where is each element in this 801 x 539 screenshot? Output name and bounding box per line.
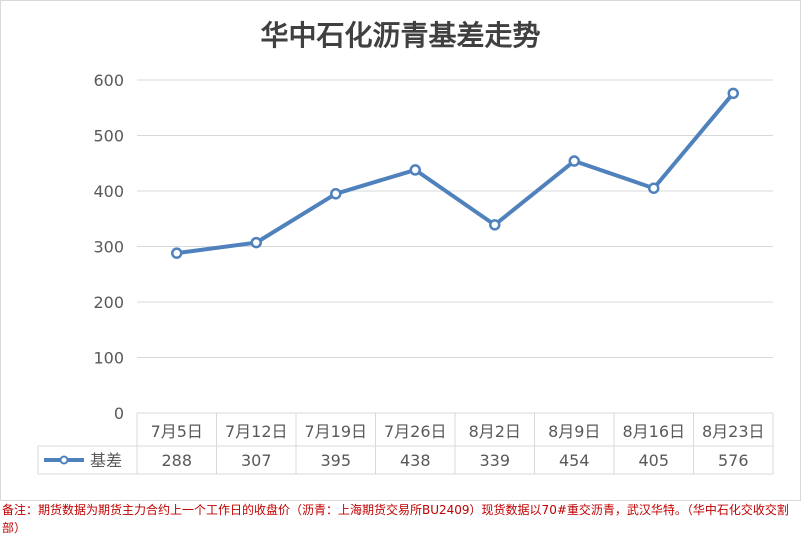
y-tick-label: 100	[93, 349, 124, 368]
line-chart: 0 100 200 300 400 500 600 7月5日 7月12日 7月19日 7月26日 8月…	[37, 71, 774, 475]
y-tick-label: 600	[93, 71, 124, 90]
table-value: 576	[718, 451, 749, 470]
data-point	[330, 188, 342, 200]
x-tick-label: 7月26日	[384, 422, 447, 441]
table-value: 438	[400, 451, 431, 470]
chart-frame	[0, 0, 801, 501]
table-value: 454	[559, 451, 590, 470]
x-tick-label: 7月12日	[225, 422, 288, 441]
chart-title: 华中石化沥青基差走势	[260, 19, 541, 52]
series-line	[174, 91, 736, 256]
x-tick-label: 8月23日	[702, 422, 765, 441]
data-point	[648, 182, 660, 194]
legend-label: 基差	[90, 451, 122, 470]
y-tick-label: 300	[93, 238, 124, 257]
y-tick-label: 500	[93, 127, 124, 146]
data-point	[171, 247, 183, 259]
x-tick-label: 7月5日	[151, 422, 203, 441]
footnote: 备注：期货数据为期货主力合约上一个工作日的收盘价（沥青：上海期货交易所BU240…	[2, 503, 789, 535]
y-tick-label: 200	[93, 293, 124, 312]
data-point	[489, 219, 501, 231]
data-point	[250, 236, 262, 249]
table-value: 288	[161, 451, 192, 470]
data-point	[409, 164, 421, 176]
x-tick-label: 7月19日	[304, 422, 367, 441]
y-tick-label: 400	[93, 182, 124, 201]
x-tick-label: 8月2日	[469, 422, 521, 441]
x-tick-label: 8月16日	[622, 422, 685, 441]
data-point	[727, 87, 739, 100]
y-tick-label: 0	[114, 404, 124, 423]
x-tick-label: 8月9日	[548, 422, 600, 441]
data-point	[568, 155, 580, 167]
table-value: 395	[320, 451, 351, 470]
legend-marker	[59, 455, 69, 465]
table-value: 339	[479, 451, 510, 470]
table-value: 405	[638, 451, 669, 470]
table-value: 307	[241, 451, 272, 470]
